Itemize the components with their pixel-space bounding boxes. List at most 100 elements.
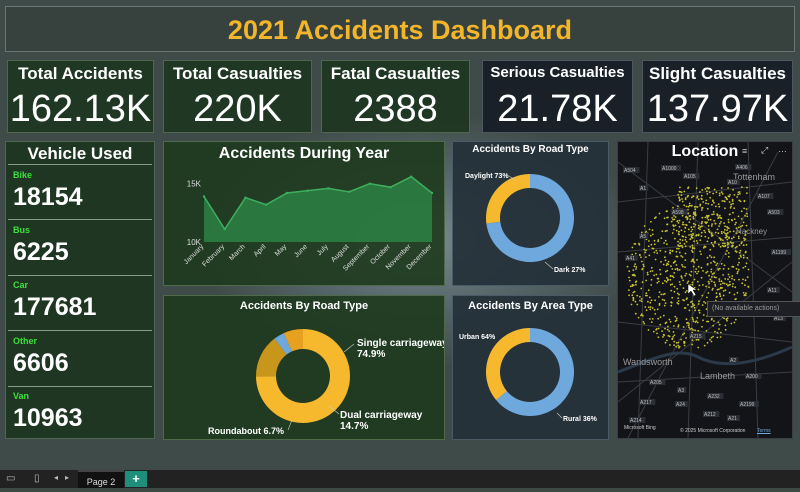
accident-point: [746, 186, 748, 189]
accident-point: [680, 229, 683, 232]
page-tab[interactable]: Page 2: [78, 470, 124, 488]
area-type-donut-panel[interactable]: Accidents By Area Type Urban 64% Rural 36…: [452, 295, 609, 440]
location-map[interactable]: Tottenham Hackney Wandsworth Lambeth A504 A10…: [617, 141, 793, 439]
vehicle-card-van[interactable]: Van 10963: [8, 389, 152, 439]
accident-point: [677, 244, 680, 247]
accident-point: [661, 330, 663, 332]
road-label: A1199: [772, 250, 786, 256]
accident-point: [737, 237, 740, 240]
accident-point: [652, 247, 655, 250]
map-canvas[interactable]: Tottenham Hackney Wandsworth Lambeth A504 A10…: [618, 142, 792, 438]
more-options-icon[interactable]: …: [778, 144, 787, 154]
donut-slice[interactable]: [256, 338, 287, 377]
data-point[interactable]: [430, 191, 434, 195]
prev-page-icon[interactable]: ◂: [54, 473, 59, 482]
accident-point: [688, 221, 691, 224]
title-bar: 2021 Accidents Dashboard: [5, 6, 795, 52]
road-label-bg: [623, 167, 640, 173]
accident-point: [688, 326, 690, 329]
accident-point: [696, 321, 699, 324]
donut-slice[interactable]: [486, 174, 574, 262]
accident-point: [707, 203, 710, 205]
vehicle-card-car[interactable]: Car 177681: [8, 278, 152, 328]
accident-point: [672, 228, 675, 231]
accident-point: [730, 205, 732, 208]
accident-point: [744, 284, 746, 287]
accident-point: [704, 235, 707, 238]
data-point[interactable]: [327, 187, 330, 190]
accident-point: [672, 225, 675, 228]
accident-point: [669, 320, 672, 323]
accident-point: [731, 245, 733, 248]
accident-point: [718, 194, 721, 197]
kpi-fatal-casualties[interactable]: Fatal Casualties 2388: [321, 60, 470, 133]
accidents-during-year-panel[interactable]: Accidents During Year 15K 10K January Febru…: [163, 141, 445, 286]
donut-slice[interactable]: [486, 328, 530, 401]
kpi-serious-casualties[interactable]: Serious Casualties 21.78K: [482, 60, 633, 133]
accident-point: [674, 224, 677, 227]
accident-point: [728, 280, 731, 283]
accident-point: [690, 327, 693, 330]
donut-slice[interactable]: [496, 328, 574, 416]
mobile-view-icon[interactable]: ▯: [34, 473, 40, 484]
accident-point: [684, 226, 687, 229]
road-type-donut-panel-1[interactable]: Accidents By Road Type Daylight 73% Dark …: [452, 141, 609, 286]
data-point[interactable]: [389, 185, 392, 189]
data-point[interactable]: [285, 191, 289, 195]
kpi-total-casualties[interactable]: Total Casualties 220K: [163, 60, 312, 133]
accident-point: [710, 318, 713, 321]
vehicle-card-bus[interactable]: Bus 6225: [8, 223, 152, 273]
accident-point: [716, 262, 719, 265]
accident-point: [706, 270, 709, 273]
accident-point: [690, 196, 693, 199]
accident-point: [709, 248, 712, 251]
accident-point: [640, 256, 642, 259]
next-page-icon[interactable]: ▸: [65, 473, 70, 482]
accident-point: [669, 274, 672, 277]
kpi-slight-casualties[interactable]: Slight Casualties 137.97K: [642, 60, 793, 133]
donut-slice[interactable]: [486, 174, 530, 224]
accident-point: [718, 288, 720, 291]
donut-slice[interactable]: [256, 329, 350, 423]
accident-point: [684, 274, 687, 277]
road-label: A41: [626, 256, 635, 262]
accident-point: [693, 278, 696, 281]
accident-point: [724, 328, 727, 331]
map-terms-link[interactable]: Terms: [757, 428, 771, 434]
data-point[interactable]: [347, 190, 351, 194]
page-navigation-bar: ▭ ▯ ◂ ▸ Page 2 +: [0, 470, 800, 488]
accident-point: [690, 270, 693, 273]
road-label-bg: [629, 417, 646, 423]
data-point[interactable]: [202, 195, 206, 198]
road-type-donut-panel-2[interactable]: Accidents By Road Type Single carriagewa…: [163, 295, 445, 440]
accident-point: [653, 251, 656, 254]
accident-point: [632, 297, 635, 300]
kpi-total-accidents[interactable]: Total Accidents 162.13K: [7, 60, 154, 133]
filter-icon[interactable]: ≡: [742, 146, 748, 156]
accident-point: [727, 218, 730, 221]
accident-point: [636, 303, 639, 306]
data-point[interactable]: [306, 189, 309, 192]
accident-point: [657, 317, 660, 320]
vehicle-card-bike[interactable]: Bike 18154: [8, 168, 152, 218]
data-point[interactable]: [368, 182, 372, 185]
accident-point: [677, 302, 680, 305]
vehicle-card-other[interactable]: Other 6606: [8, 334, 152, 384]
desktop-view-icon[interactable]: ▭: [6, 473, 16, 484]
accident-point: [667, 325, 669, 328]
donut-slice[interactable]: [274, 333, 292, 355]
data-point[interactable]: [223, 227, 226, 231]
accident-point: [720, 187, 723, 189]
data-point[interactable]: [410, 175, 413, 178]
accident-point: [683, 342, 686, 344]
accident-point: [726, 241, 729, 244]
accident-point: [676, 292, 679, 295]
accident-point: [682, 279, 684, 282]
focus-mode-icon[interactable]: ⤢: [761, 145, 769, 155]
data-point[interactable]: [264, 203, 268, 206]
add-page-button[interactable]: +: [125, 471, 147, 487]
accident-point: [715, 296, 718, 299]
donut-slice[interactable]: [283, 329, 303, 352]
data-point[interactable]: [244, 196, 247, 199]
accident-point: [703, 301, 705, 303]
